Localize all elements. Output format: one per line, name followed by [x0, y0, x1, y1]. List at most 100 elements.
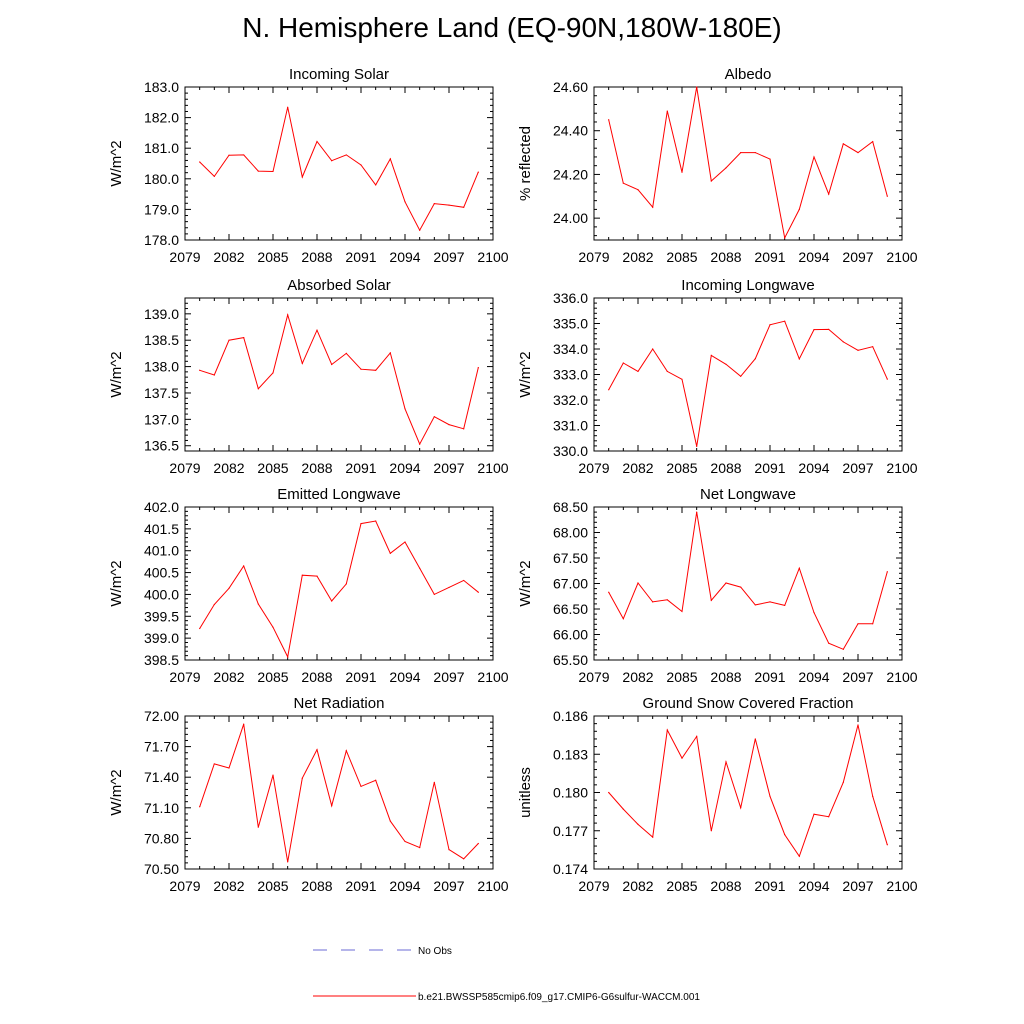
panel-2: Albedo % reflected 2079 2082 2085 2088 2091 209… — [517, 66, 918, 265]
data-point — [301, 574, 303, 576]
series-line — [608, 320, 888, 447]
data-point — [710, 180, 712, 182]
data-point — [375, 184, 377, 186]
data-point — [257, 388, 259, 390]
data-point — [404, 541, 406, 543]
y-tick-label: 70.50 — [144, 861, 179, 877]
y-tick-label: 399.5 — [144, 608, 179, 624]
plot-frame — [593, 297, 903, 452]
data-point — [272, 626, 274, 628]
data-point — [740, 151, 742, 154]
x-tick-label: 2085 — [666, 460, 697, 476]
data-point — [213, 374, 215, 376]
data-point — [652, 836, 654, 838]
y-tick-label: 402.0 — [144, 499, 179, 515]
data-point — [301, 777, 303, 779]
x-tick-label: 2100 — [886, 460, 917, 476]
data-point — [257, 603, 259, 605]
y-tick-label: 24.20 — [553, 166, 588, 182]
x-tick-label: 2094 — [798, 249, 829, 265]
data-point — [287, 861, 289, 863]
x-tick-label: 2094 — [389, 460, 420, 476]
y-tick-label: 137.5 — [144, 385, 179, 401]
data-point — [463, 858, 465, 860]
y-tick-label: 67.00 — [553, 576, 588, 592]
x-tick-label: 2097 — [433, 669, 464, 685]
data-point — [331, 805, 333, 807]
data-point — [243, 723, 245, 725]
y-tick-label: 178.0 — [144, 232, 179, 248]
y-tick-label: 71.70 — [144, 739, 179, 755]
y-tick-label: 180.0 — [144, 171, 179, 187]
y-tick-label: 334.0 — [553, 341, 588, 357]
x-tick-label: 2100 — [477, 249, 508, 265]
data-point — [433, 593, 435, 596]
x-tick-label: 2091 — [754, 669, 785, 685]
data-point — [622, 618, 624, 620]
data-point — [872, 623, 874, 625]
x-tick-label: 2097 — [842, 249, 873, 265]
data-point — [813, 813, 815, 815]
y-tick-label: 335.0 — [553, 316, 588, 332]
y-tick-label: 68.00 — [553, 525, 588, 541]
y-tick-label: 24.40 — [553, 123, 588, 139]
x-tick-label: 2091 — [345, 249, 376, 265]
data-point — [228, 339, 230, 341]
x-tick-label: 2091 — [754, 460, 785, 476]
x-tick-label: 2085 — [257, 669, 288, 685]
y-tick-label: 400.5 — [144, 565, 179, 581]
data-point — [257, 170, 259, 172]
data-point — [842, 143, 844, 145]
y-axis-label: W/m^2 — [517, 351, 534, 397]
x-tick-label: 2082 — [213, 460, 244, 476]
data-point — [813, 156, 815, 158]
data-point — [652, 601, 654, 603]
data-point — [345, 583, 347, 585]
data-point — [404, 840, 406, 843]
data-point — [389, 820, 391, 822]
y-axis-label: W/m^2 — [108, 351, 125, 397]
y-tick-label: 66.50 — [553, 601, 588, 617]
data-point — [813, 329, 815, 331]
data-point — [448, 849, 450, 851]
data-point — [608, 591, 610, 593]
x-tick-label: 2088 — [301, 878, 332, 894]
data-point — [754, 604, 756, 606]
data-point — [769, 324, 771, 326]
data-point — [666, 370, 668, 373]
y-tick-label: 399.0 — [144, 630, 179, 646]
x-tick-label: 2085 — [666, 249, 697, 265]
x-tick-label: 2085 — [257, 878, 288, 894]
y-tick-label: 400.0 — [144, 586, 179, 602]
data-point — [740, 807, 742, 809]
y-tick-label: 72.00 — [144, 708, 179, 724]
series-line — [608, 512, 888, 650]
data-point — [784, 237, 786, 239]
x-tick-label: 2100 — [477, 669, 508, 685]
data-point — [360, 368, 362, 370]
data-point — [331, 363, 333, 366]
data-point — [798, 567, 800, 569]
data-point — [287, 656, 289, 658]
data-point — [389, 158, 391, 160]
data-point — [740, 375, 742, 377]
data-point — [272, 372, 274, 374]
panel-title: Incoming Solar — [289, 66, 389, 83]
data-point — [696, 735, 698, 738]
data-point — [287, 314, 289, 316]
legend: No Obs b.e21.BWSSP585cmip6.f09_g17.CMIP6-… — [313, 946, 700, 1003]
x-tick-label: 2085 — [666, 669, 697, 685]
data-point — [448, 586, 450, 589]
data-point — [622, 182, 624, 184]
x-tick-label: 2088 — [710, 669, 741, 685]
data-point — [213, 603, 215, 606]
data-point — [637, 370, 639, 373]
x-tick-label: 2082 — [213, 669, 244, 685]
plot-frame — [184, 297, 494, 452]
data-point — [857, 623, 859, 625]
data-point — [637, 582, 639, 584]
y-tick-label: 0.177 — [553, 823, 588, 839]
x-tick-label: 2097 — [842, 669, 873, 685]
panel-4: Incoming Longwave W/m^2 2079 2082 2085 2088 20… — [517, 277, 918, 476]
data-point — [433, 781, 435, 783]
